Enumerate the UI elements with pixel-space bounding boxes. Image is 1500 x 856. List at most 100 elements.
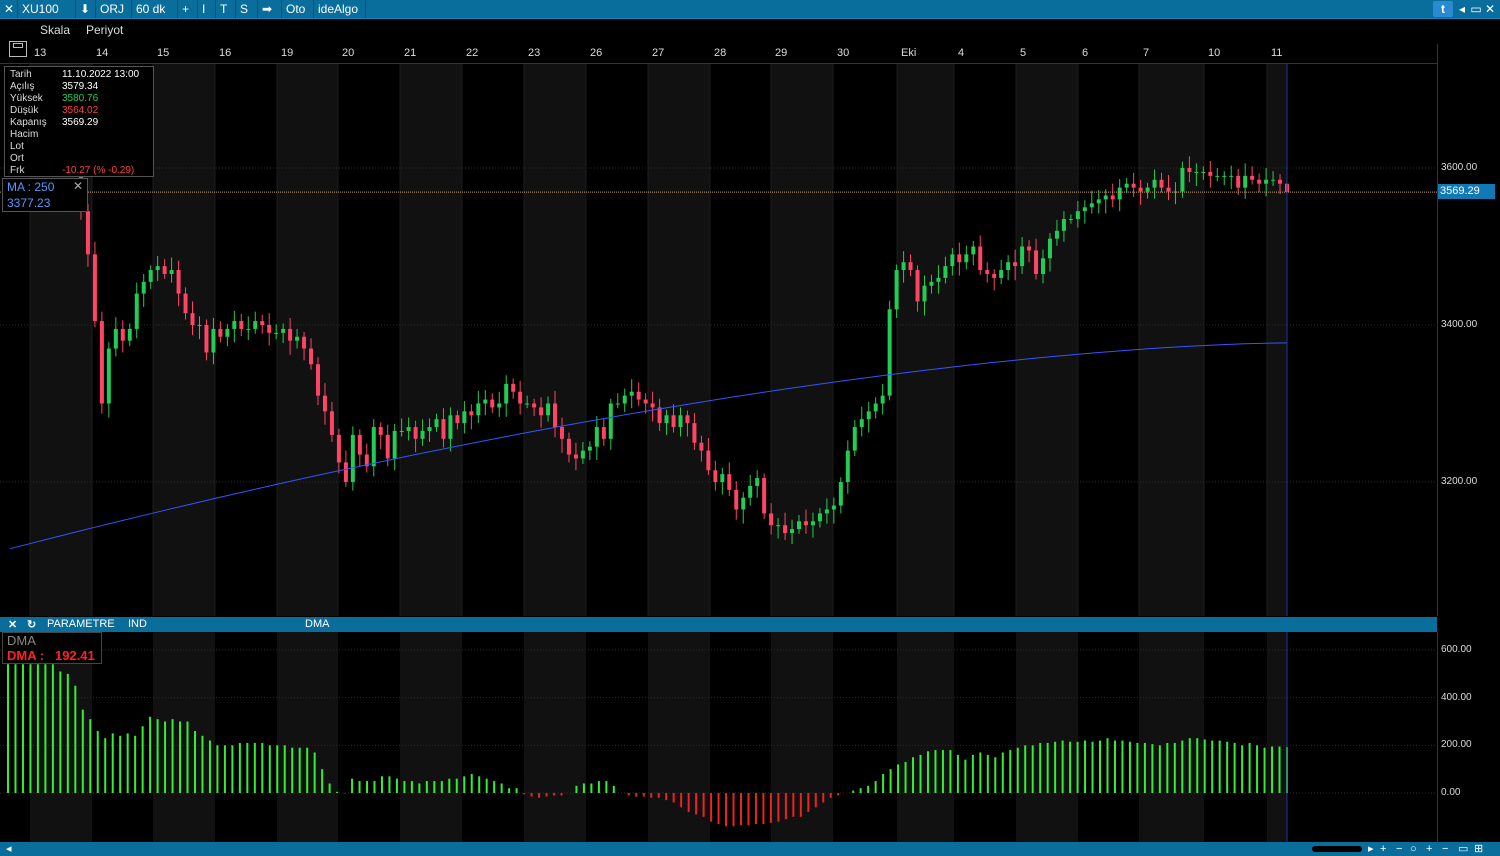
info-value: 3579.34 [62, 81, 99, 92]
zoom-out-icon[interactable]: − [1396, 843, 1403, 855]
zoom-in-icon[interactable]: + [1380, 843, 1387, 855]
oto-button[interactable]: Oto [282, 0, 314, 18]
candle-body [594, 427, 599, 447]
idealgo-button[interactable]: ideAlgo [314, 0, 366, 18]
parametre-button[interactable]: PARAMETRE [47, 618, 115, 630]
orj-button[interactable]: ORJ [96, 0, 132, 18]
strategy-s-button[interactable]: S [236, 0, 258, 18]
candle-body [455, 415, 460, 424]
candle-body [483, 399, 488, 404]
fit-icon[interactable]: ⊞ [1474, 843, 1484, 855]
dma-chart[interactable] [0, 632, 1437, 842]
save-icon[interactable] [9, 41, 27, 57]
candle-body [497, 403, 502, 408]
candle-body [1187, 168, 1192, 172]
candle-body [322, 395, 327, 412]
candle-body [643, 399, 648, 404]
candle-body [971, 246, 976, 255]
candle-body [532, 403, 537, 408]
candle-body [329, 411, 334, 435]
candle-body [1250, 175, 1255, 180]
close-chart-button[interactable]: ✕ [0, 0, 18, 18]
x-tick-label: 16 [219, 47, 232, 59]
candle-body [385, 434, 390, 459]
candle-body [539, 407, 544, 416]
info-label: Lot [10, 141, 24, 152]
refresh-icon[interactable]: ↻ [27, 619, 37, 631]
candle-body [657, 407, 662, 424]
close-indicator-icon[interactable]: ✕ [8, 619, 18, 631]
candle-body [1243, 175, 1248, 188]
day-band [771, 64, 833, 616]
ind-button[interactable]: IND [128, 618, 147, 630]
period-selector[interactable]: 60 dk [132, 0, 178, 18]
candle-body [601, 427, 606, 439]
tool-t-button[interactable]: T [216, 0, 236, 18]
bottom-scroll-bar: ◂ ▸ + − ○ + − ▭ ⊞ [0, 842, 1500, 856]
candle-body [406, 427, 411, 431]
scroll-right-icon[interactable]: ▸ [1368, 843, 1374, 855]
skala-menu[interactable]: Skala [40, 23, 71, 37]
x-tick-label: Eki [901, 47, 917, 59]
y-tick-label: 3200.00 [1441, 476, 1478, 487]
candle-body [1020, 246, 1025, 267]
periyot-menu[interactable]: Periyot [86, 23, 124, 37]
prev-window-icon[interactable]: ◂ [1458, 2, 1466, 16]
candle-body [999, 270, 1004, 278]
candle-body [866, 411, 871, 420]
zoom-in-2-icon[interactable]: + [1426, 843, 1433, 855]
zoom-reset-icon[interactable]: ○ [1410, 843, 1417, 855]
day-band [648, 632, 710, 842]
ma-legend[interactable]: MA : 250 ✕ 3377.23 [2, 178, 88, 212]
candle-body [664, 415, 669, 424]
candle-body [246, 328, 251, 330]
x-tick-label: 11 [1271, 47, 1283, 59]
indicator-i-button[interactable]: I [198, 0, 216, 18]
info-value: 11.10.2022 13:00 [62, 69, 140, 80]
zoom-out-2-icon[interactable]: − [1442, 843, 1449, 855]
scroll-left-icon[interactable]: ◂ [6, 843, 12, 855]
y-tick-label: 3400.00 [1441, 319, 1478, 330]
candle-body [978, 246, 983, 271]
day-band [1139, 632, 1204, 842]
candle-body [364, 454, 369, 467]
candle-body [336, 434, 341, 463]
download-icon[interactable]: ⬇ [76, 0, 96, 18]
candle-body [845, 450, 850, 482]
add-button[interactable]: + [178, 0, 198, 18]
candle-body [1271, 179, 1276, 181]
close-window-icon[interactable]: ✕ [1484, 2, 1496, 16]
candle-body [859, 419, 864, 428]
x-tick-label: 6 [1082, 47, 1089, 59]
twitter-icon[interactable]: t [1433, 1, 1453, 17]
candle-body [1222, 175, 1227, 177]
expand-icon[interactable]: ▭ [1458, 843, 1469, 855]
candle-body [692, 423, 697, 443]
day-band [153, 632, 215, 842]
symbol-selector[interactable]: XU100 [18, 0, 76, 18]
candle-body [922, 285, 927, 302]
indicator-title: DMA [305, 618, 330, 630]
candle-body [427, 427, 432, 431]
ma-close-icon[interactable]: ✕ [72, 179, 83, 193]
candle-body [1166, 187, 1171, 192]
minimize-icon[interactable]: ▭ [1470, 2, 1482, 16]
candle-body [755, 478, 760, 486]
candle-body [1096, 199, 1101, 204]
candle-body [288, 328, 293, 341]
candle-body [469, 411, 474, 416]
candle-body [169, 270, 174, 274]
arrow-right-icon[interactable]: ➡ [258, 0, 282, 18]
day-band [524, 632, 586, 842]
candle-body [113, 328, 118, 349]
scroll-thumb[interactable] [1312, 846, 1362, 852]
candle-body [838, 482, 843, 506]
price-chart[interactable] [0, 64, 1437, 616]
x-tick-label: 15 [157, 47, 170, 59]
candle-body [615, 403, 620, 405]
info-label: Hacim [10, 129, 39, 140]
x-axis: 13 14 15 16 19 20 21 22 23 26 27 28 29 30 Eki 4 5 6 7 10 11 [0, 44, 1437, 64]
candle-body [1068, 219, 1073, 221]
day-band [524, 64, 586, 616]
dma-y-tick-label: 400.00 [1441, 691, 1472, 703]
